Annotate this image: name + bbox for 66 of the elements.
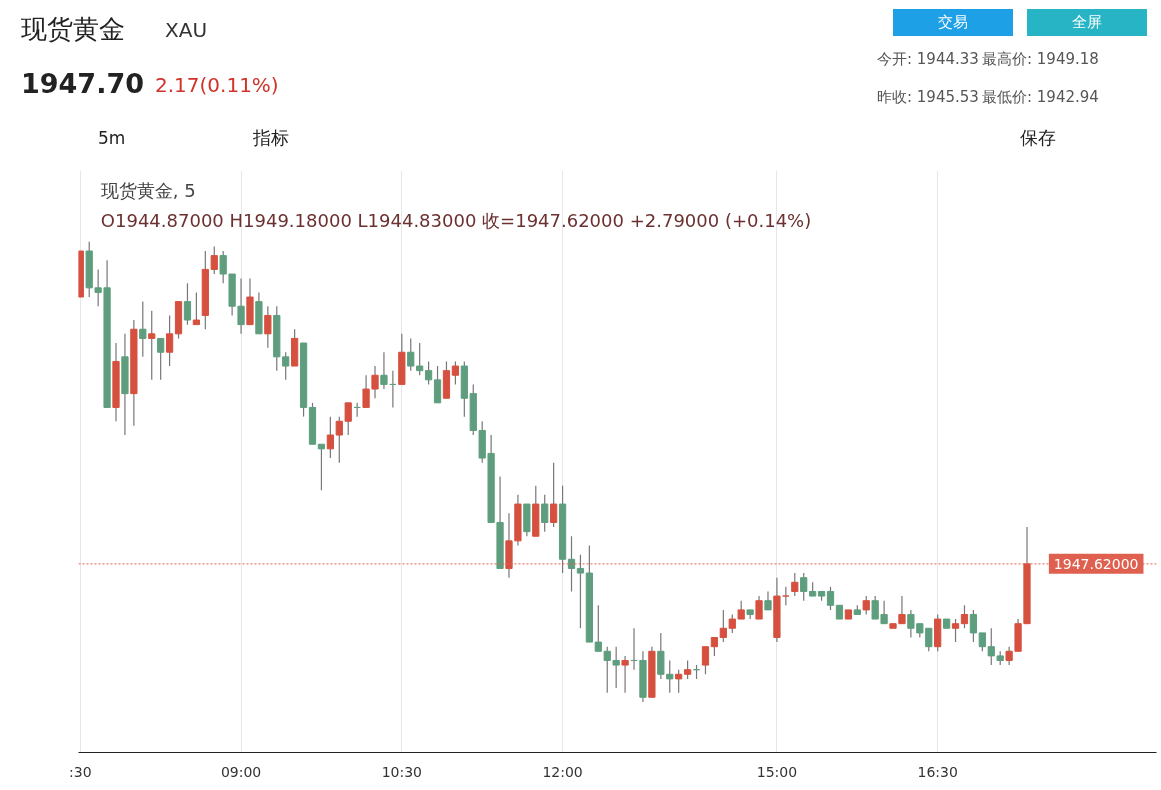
candlestick	[541, 494, 549, 533]
candlestick	[666, 659, 674, 694]
candlestick	[737, 600, 745, 620]
candlestick	[433, 365, 442, 404]
candlestick	[764, 590, 772, 611]
candlestick	[183, 282, 192, 326]
candlestick	[826, 586, 835, 611]
candlestick	[791, 572, 799, 597]
candlestick	[987, 627, 995, 666]
candlestick	[380, 351, 388, 390]
candlestick	[362, 374, 370, 409]
candlestick	[621, 655, 629, 694]
candlestick	[148, 310, 156, 381]
text: 现货黄金, 5	[100, 179, 196, 201]
text: 5m	[98, 127, 126, 150]
candlestick	[576, 554, 585, 629]
candlestick	[782, 586, 790, 606]
candlestick	[210, 245, 218, 275]
candlestick	[219, 250, 227, 284]
candlestick	[157, 337, 165, 381]
candlestick	[139, 301, 147, 358]
candlestick	[710, 636, 719, 657]
candlestick	[755, 595, 763, 620]
text: 1947.62000	[1053, 555, 1139, 572]
x-tick-label: :30	[69, 763, 92, 780]
text: 交易	[893, 9, 1013, 37]
chart-subtitle: XAU	[165, 17, 208, 44]
candlestick	[264, 305, 272, 349]
candlestick	[657, 632, 665, 680]
candlestick	[335, 416, 343, 464]
x-tick-label: 10:30	[381, 763, 422, 780]
candlestick	[675, 669, 683, 694]
candlestick	[192, 291, 201, 326]
candlestick	[960, 604, 969, 629]
candlestick	[800, 572, 808, 602]
text: 1947.70	[21, 67, 144, 101]
text: 最低价: 1942.94	[982, 87, 1099, 108]
candlestick	[683, 659, 692, 680]
candlestick	[165, 314, 174, 367]
x-tick-label: 12:00	[542, 763, 583, 780]
text: 昨收: 1945.53	[877, 87, 979, 108]
candlestick	[1005, 646, 1013, 666]
text: 全屏	[1027, 9, 1147, 37]
x-tick-label: 09:00	[220, 763, 262, 780]
x-tick-label: 15:00	[756, 763, 798, 780]
candlestick	[951, 618, 960, 643]
text: 2.17(0.11%)	[155, 72, 279, 99]
candlestick	[326, 416, 334, 459]
candlestick	[371, 365, 379, 399]
candlestick	[424, 360, 433, 386]
candlestick	[728, 613, 736, 634]
candlestick	[344, 402, 352, 436]
text: O1944.87000 H1949.18000 L1944.83000 收=1947.62000 +2.79000 (+0.14%)	[100, 209, 812, 231]
candlestick	[969, 609, 978, 643]
candlestick	[451, 360, 460, 386]
candlestick	[978, 632, 986, 652]
text: 指标	[253, 126, 289, 150]
text: 保存	[1020, 126, 1056, 150]
candlestick	[550, 462, 558, 528]
candlestick	[701, 646, 710, 675]
text: 今开: 1944.33	[877, 49, 979, 70]
x-tick-label: 16:30	[917, 763, 958, 780]
candlestick	[862, 595, 870, 616]
chart-title: 现货黄金	[21, 13, 125, 46]
text: 最高价: 1949.18	[982, 49, 1099, 70]
candlestick	[719, 609, 727, 643]
